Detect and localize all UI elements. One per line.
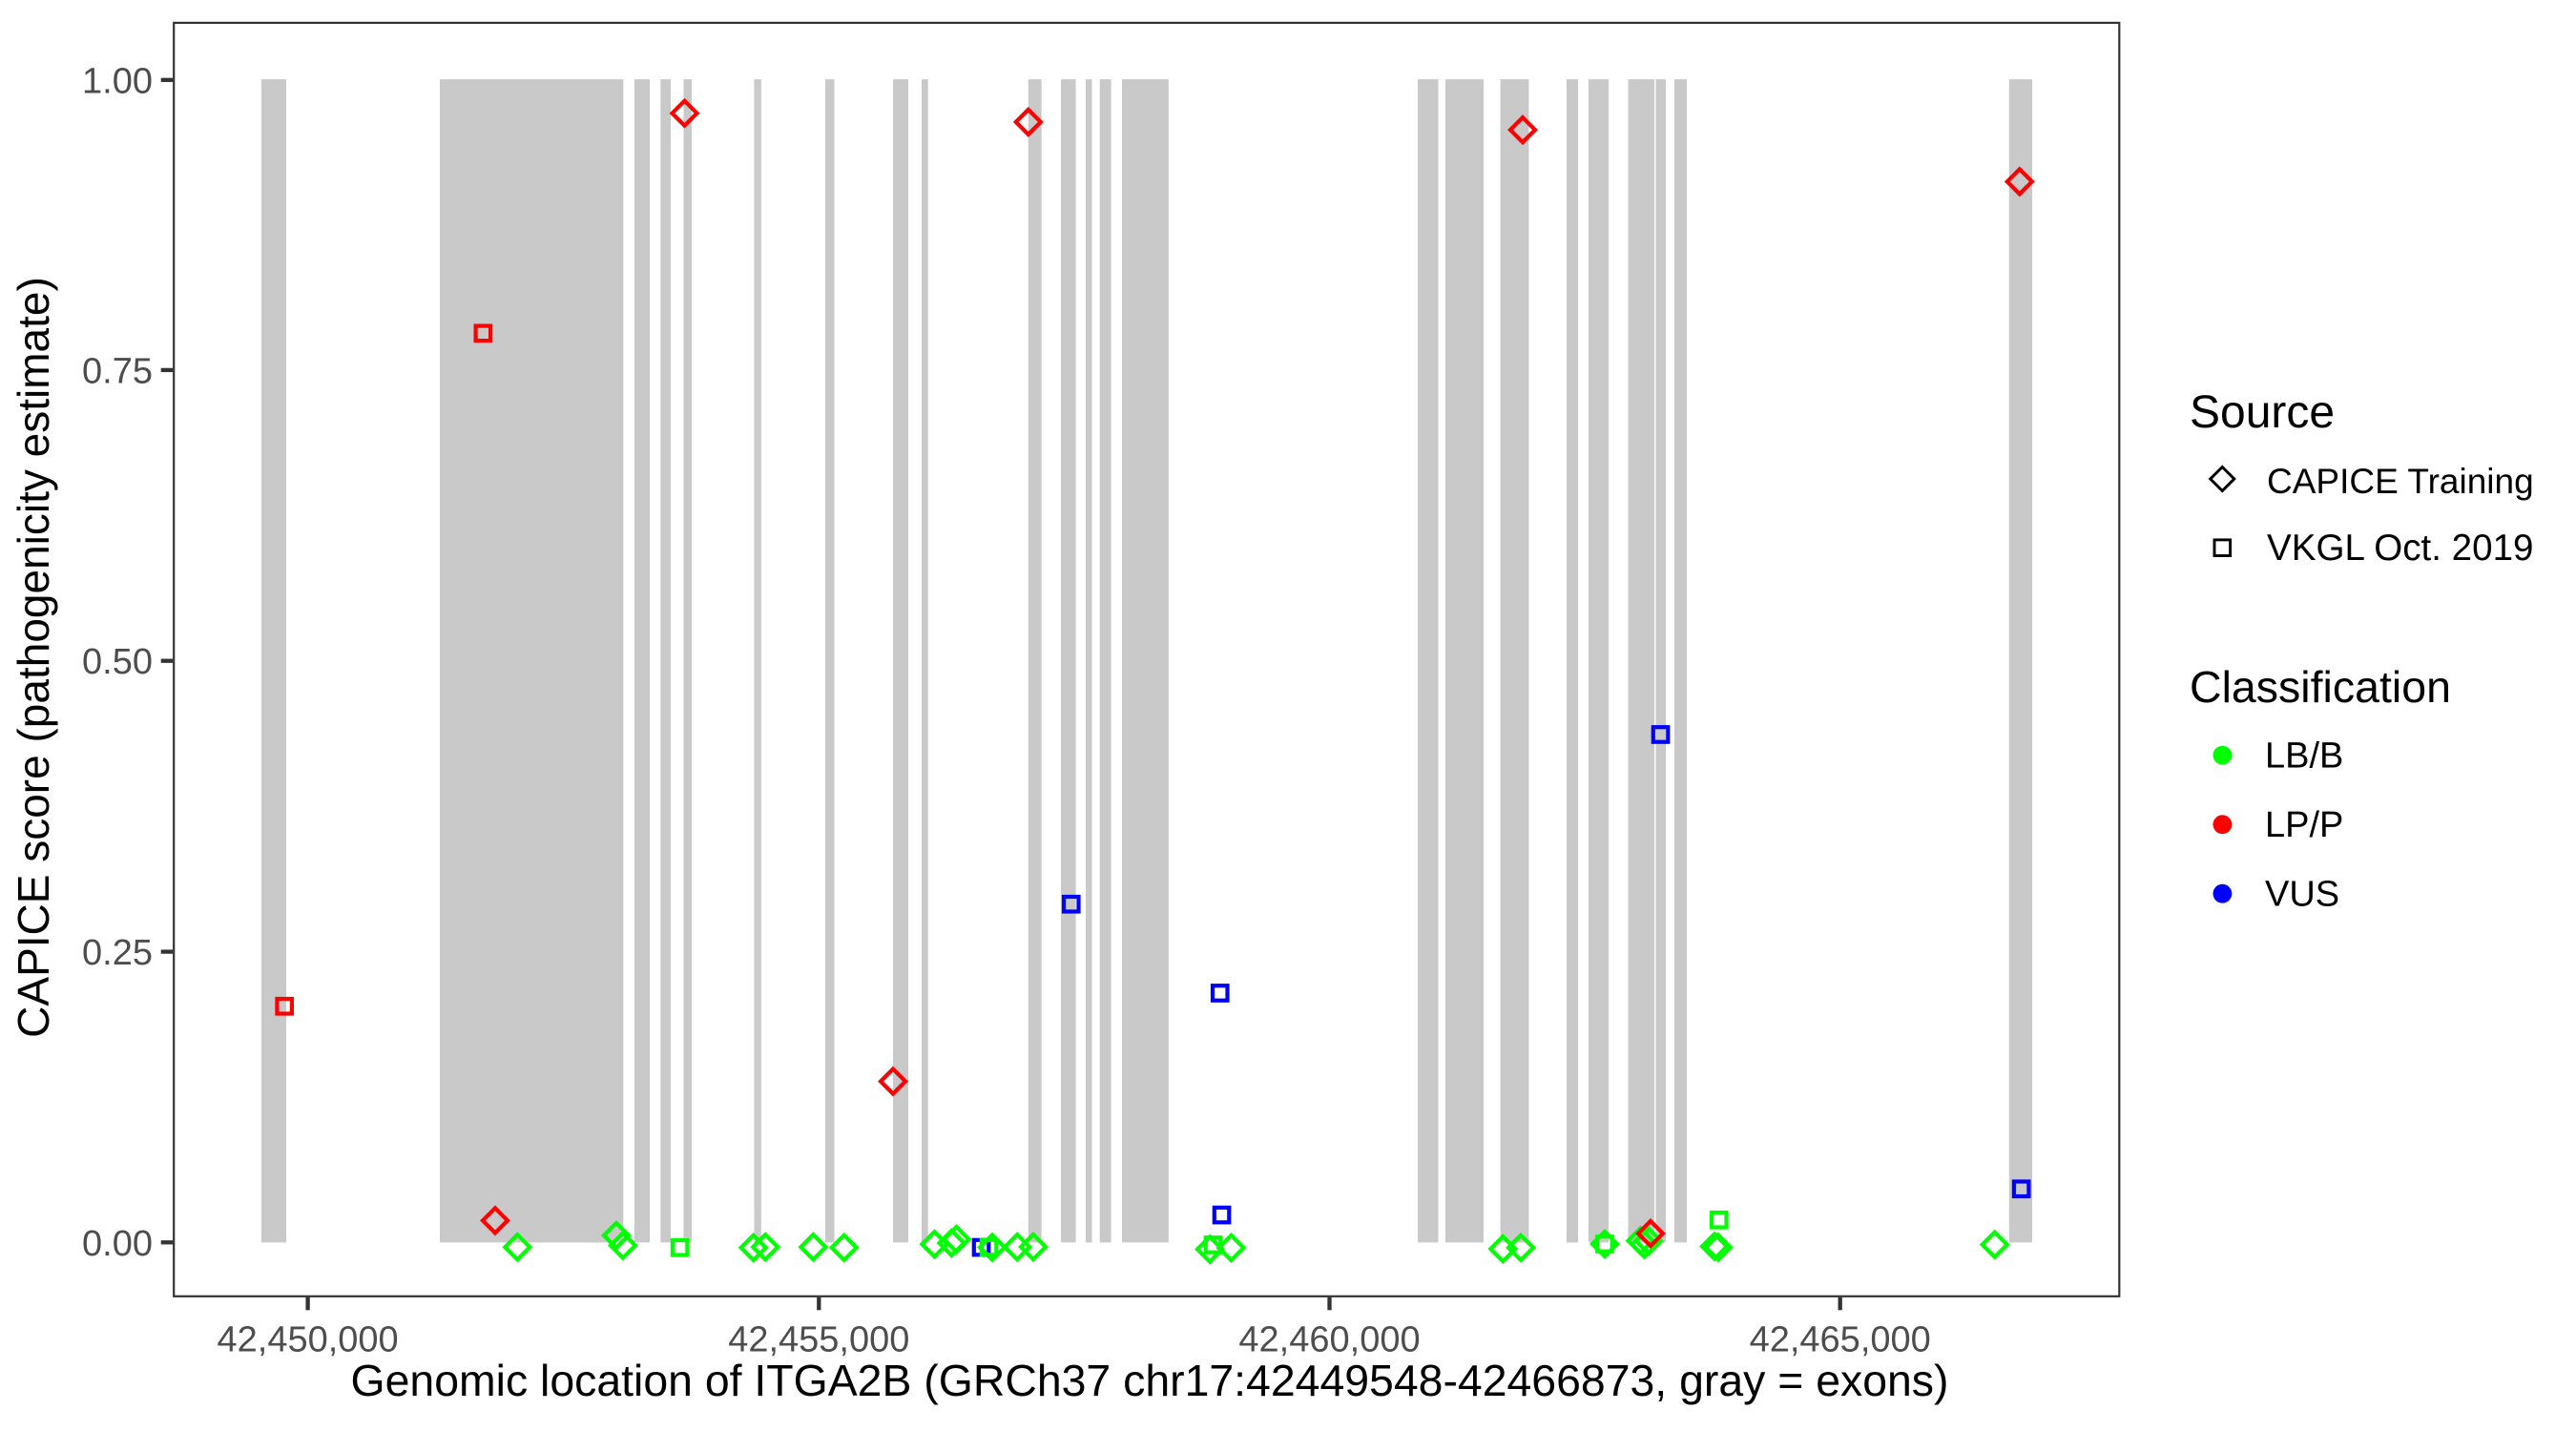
- svg-text:CAPICE Training: CAPICE Training: [2267, 462, 2534, 501]
- svg-text:42,465,000: 42,465,000: [1750, 1320, 1931, 1360]
- svg-text:CAPICE score (pathogenicity es: CAPICE score (pathogenicity estimate): [9, 277, 58, 1038]
- svg-text:42,450,000: 42,450,000: [218, 1320, 399, 1360]
- svg-text:42,455,000: 42,455,000: [728, 1320, 909, 1360]
- svg-text:LB/B: LB/B: [2265, 736, 2343, 777]
- svg-text:VKGL Oct. 2019: VKGL Oct. 2019: [2267, 528, 2533, 569]
- svg-text:Source: Source: [2190, 387, 2335, 438]
- svg-text:1.00: 1.00: [82, 61, 153, 101]
- svg-text:VUS: VUS: [2265, 875, 2339, 915]
- svg-text:0.00: 0.00: [82, 1224, 153, 1264]
- svg-text:0.75: 0.75: [82, 351, 153, 391]
- svg-text:Genomic location of ITGA2B (GR: Genomic location of ITGA2B (GRCh37 chr17…: [351, 1356, 1949, 1405]
- svg-text:0.50: 0.50: [82, 642, 153, 682]
- svg-text:Classification: Classification: [2190, 662, 2451, 712]
- svg-text:0.25: 0.25: [82, 933, 153, 973]
- svg-text:LP/P: LP/P: [2265, 805, 2343, 845]
- svg-text:42,460,000: 42,460,000: [1238, 1320, 1420, 1360]
